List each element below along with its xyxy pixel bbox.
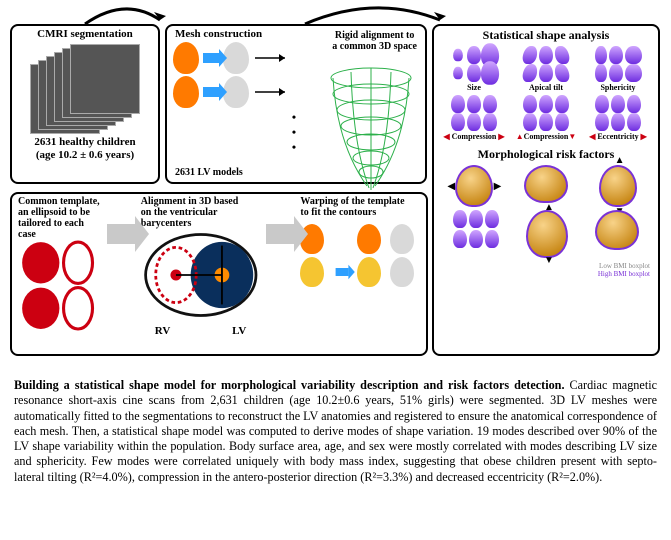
ellipsoid-icon (18, 240, 101, 333)
cmri-stack (30, 44, 140, 134)
caption: Building a statistical shape model for m… (0, 370, 671, 491)
morph-shape: ▲▼ (526, 210, 568, 258)
wireframe-icon (327, 64, 415, 194)
legend-high: High BMI boxplot (442, 271, 650, 279)
arrow-icon (335, 268, 348, 276)
mode-item: Apical tilt (514, 46, 578, 92)
mode-label: Sphericity (600, 83, 635, 92)
mode-label: ▲Compression▼ (516, 132, 577, 141)
mode-label: ◀Eccentricity▶ (589, 132, 647, 141)
warp-blob (390, 257, 414, 287)
endo-blob (173, 42, 199, 74)
mode-label: ◀Compression▶ (443, 132, 504, 141)
figure-area: CMRI segmentation 2631 healthy children … (0, 0, 671, 370)
mode-item: Sphericity (586, 46, 650, 92)
thin-arrow (253, 82, 293, 102)
warp-blob (357, 224, 381, 254)
warp-blob (300, 257, 324, 287)
rigid-2: a common 3D space (332, 41, 417, 52)
tmpl-c2-l3: barycenters (141, 218, 261, 229)
lv-label: LV (232, 325, 246, 337)
morph-shape (595, 210, 639, 250)
endo-blob (173, 76, 199, 108)
morph-shape: ▲▼ (599, 165, 637, 207)
mode-label: Apical tilt (529, 83, 563, 92)
mesh-count: 2631 LV models (167, 167, 243, 178)
thin-arrow (253, 48, 293, 68)
morph-shape: ◀▶ (455, 165, 493, 207)
tmpl-c2-l2: on the ventricular (141, 207, 261, 218)
mode-item: ▲Compression▼ (514, 95, 578, 141)
warp-blob (357, 257, 381, 287)
panel-mesh: Mesh construction Rigid alignment to a c… (165, 24, 427, 184)
panel-stats: Statistical shape analysis Size Apical t… (432, 24, 660, 356)
tmpl-c2-l1: Alignment in 3D based (141, 196, 261, 207)
tmpl-c3-l2: to fit the contours (300, 207, 420, 218)
mode-row: ◀Compression▶ ▲Compression▼ ◀Eccentricit… (438, 95, 654, 141)
panel-cmri: CMRI segmentation 2631 healthy children … (10, 24, 160, 184)
morph-shape (524, 165, 568, 203)
cmri-cohort-2: (age 10.2 ± 0.6 years) (12, 149, 158, 162)
big-arrow-icon (266, 224, 294, 244)
tmpl-c1-l1: Common template, (18, 196, 101, 207)
barycenter-icon (141, 229, 261, 321)
cmri-cohort-1: 2631 healthy children (12, 136, 158, 149)
big-arrow-icon (107, 224, 135, 244)
mode-row: Size Apical tilt Sphericity (438, 46, 654, 92)
morph-row: ◀▶ ▲▼ (440, 165, 652, 207)
cmri-title: CMRI segmentation (12, 26, 158, 40)
stats-title: Statistical shape analysis (434, 26, 658, 43)
panel-template: Common template, an ellipsoid to be tail… (10, 192, 428, 356)
mode-item: Size (442, 46, 506, 92)
flow-arrow-2 (300, 2, 450, 26)
mode-label: Size (467, 83, 481, 92)
rv-label: RV (155, 325, 171, 337)
caption-body: Cardiac magnetic resonance short-axis ci… (14, 378, 657, 484)
caption-title: Building a statistical shape model for m… (14, 378, 565, 392)
warp-blob (390, 224, 414, 254)
mode-item: ◀Compression▶ (442, 95, 506, 141)
tmpl-c1-l2: an ellipsoid to be (18, 207, 101, 218)
mode-item: ◀Eccentricity▶ (586, 95, 650, 141)
tmpl-c3-l1: Warping of the template (300, 196, 420, 207)
rigid-1: Rigid alignment to (332, 30, 417, 41)
arrow-icon (203, 87, 219, 97)
tmpl-c1-l3: tailored to each case (18, 218, 101, 240)
morph-row: ▲▼ (440, 210, 652, 258)
flow-arrow-1 (80, 2, 170, 26)
arrow-icon (203, 53, 219, 63)
